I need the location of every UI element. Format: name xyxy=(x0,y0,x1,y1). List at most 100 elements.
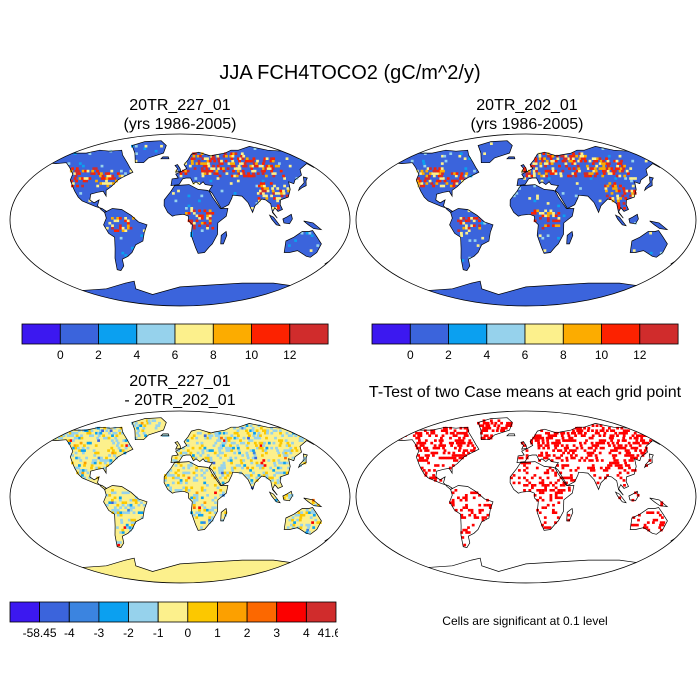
map-panel-4 xyxy=(355,410,697,584)
colorbar-label: 10 xyxy=(245,348,259,362)
colorbar-swatch xyxy=(371,323,411,345)
coastline-eurasia xyxy=(170,423,325,496)
coastline-africa xyxy=(163,184,229,254)
panel-2-title-line2: (yrs 1986-2005) xyxy=(470,116,584,133)
coastline-new-guinea xyxy=(649,497,669,508)
map-panel-3 xyxy=(9,410,351,584)
coastline-africa xyxy=(509,461,575,531)
land-japan xyxy=(298,177,308,191)
land-greenland xyxy=(132,417,167,440)
colorbar-label: -1 xyxy=(153,626,164,640)
panel-1-title-line1: 20TR_227_01 xyxy=(129,97,231,114)
map-border xyxy=(355,133,697,307)
colorbar-swatch xyxy=(276,601,307,623)
colorbar-label: -58.45 xyxy=(23,626,57,640)
significance-note: Cells are significant at 0.1 level xyxy=(442,614,608,628)
colorbar-swatch xyxy=(601,323,641,345)
coastline-south-america xyxy=(103,208,148,272)
colorbar-label: 4 xyxy=(303,626,310,640)
land-africa xyxy=(510,461,574,531)
colorbar-label: 0 xyxy=(407,348,414,362)
colorbar-swatch xyxy=(174,323,214,345)
coastline-greenland xyxy=(131,140,167,164)
colorbar-label: 12 xyxy=(633,348,647,362)
land-north-america xyxy=(46,150,133,213)
colorbar-label: 8 xyxy=(210,348,217,362)
land-greenland xyxy=(478,140,513,163)
colorbar-swatch xyxy=(305,601,337,623)
land-australia xyxy=(630,507,668,535)
coastline-borneo xyxy=(282,213,293,225)
coastline-borneo xyxy=(282,490,293,502)
land-uk xyxy=(175,441,181,450)
land-greenland xyxy=(132,140,167,163)
coastline-eurasia xyxy=(170,146,325,219)
colorbar-swatch xyxy=(98,601,129,623)
panel-1-title: 20TR_227_01 (yrs 1986-2005) xyxy=(60,96,300,134)
land-australia xyxy=(630,230,668,258)
coastline-japan xyxy=(297,453,308,469)
coastline-iceland xyxy=(506,433,516,437)
panel-4-title-line1: T-Test of two Case means at each grid po… xyxy=(368,384,682,401)
colorbar-swatch xyxy=(68,601,100,623)
coastline-south-america xyxy=(103,485,148,549)
coastline-africa xyxy=(163,461,229,531)
coastline-borneo xyxy=(628,490,639,502)
colorbar-swatch xyxy=(39,601,70,623)
panel-3-title-line1: 20TR_227_01 xyxy=(129,373,231,390)
colorbar-label: 6 xyxy=(172,348,179,362)
coastline-iceland xyxy=(160,156,170,160)
colorbar-swatch xyxy=(9,601,41,623)
coastline-madagascar xyxy=(220,507,228,522)
colorbar-swatch xyxy=(98,323,138,345)
coastline-north-america xyxy=(45,149,134,213)
coastline-eurasia xyxy=(516,423,671,496)
colorbar-label: 2 xyxy=(244,626,251,640)
map-border xyxy=(355,410,697,584)
coastline-madagascar xyxy=(566,230,574,245)
coastline-madagascar xyxy=(566,507,574,522)
coastline-iceland xyxy=(160,433,170,437)
land-iceland xyxy=(161,156,169,159)
colorbar-label: 3 xyxy=(273,626,280,640)
colorbar-swatch xyxy=(59,323,99,345)
coastline-sumatra xyxy=(268,491,281,504)
coastline-australia xyxy=(283,507,322,535)
colorbar-2: 0 2 4 6 8 10 12 xyxy=(371,323,679,362)
land-iceland xyxy=(507,156,515,159)
panel-3-title: 20TR_227_01 - 20TR_202_01 xyxy=(60,372,300,410)
colorbar-label: 41.651 xyxy=(318,626,338,640)
land-africa xyxy=(164,184,228,254)
coastline-greenland xyxy=(477,140,513,164)
colorbar-swatch xyxy=(448,323,488,345)
grid-cells xyxy=(397,142,663,262)
colorbar-1: 0 2 4 6 8 10 12 xyxy=(21,323,329,362)
coastline-uk xyxy=(174,164,182,173)
coastline-greenland xyxy=(477,417,513,441)
coastline-japan xyxy=(643,453,654,469)
coastline-sumatra xyxy=(614,214,627,227)
colorbar-swatch xyxy=(409,323,449,345)
land-japan xyxy=(644,454,654,468)
land-new-guinea xyxy=(649,221,668,230)
land-south-america xyxy=(103,208,147,271)
coastline-uk xyxy=(520,441,528,450)
land-north-america xyxy=(392,150,479,213)
coastline-north-america xyxy=(45,426,134,490)
colorbar-swatch xyxy=(251,323,291,345)
colorbar-swatch xyxy=(157,601,189,623)
coastline-australia xyxy=(629,507,668,535)
colorbar-swatch xyxy=(217,601,248,623)
colorbar-label: 2 xyxy=(95,348,102,362)
colorbar-label: 8 xyxy=(560,348,567,362)
colorbar-label: 4 xyxy=(483,348,490,362)
colorbar-label: 6 xyxy=(522,348,529,362)
coastline-south-america xyxy=(449,208,494,272)
land-borneo xyxy=(628,214,639,224)
colorbar-swatch xyxy=(246,601,278,623)
coastline-south-america xyxy=(449,485,494,549)
coastline-north-america xyxy=(391,149,480,213)
coastline-new-guinea xyxy=(303,497,323,508)
colorbar-swatch xyxy=(21,323,61,345)
coastline-new-guinea xyxy=(649,220,669,231)
